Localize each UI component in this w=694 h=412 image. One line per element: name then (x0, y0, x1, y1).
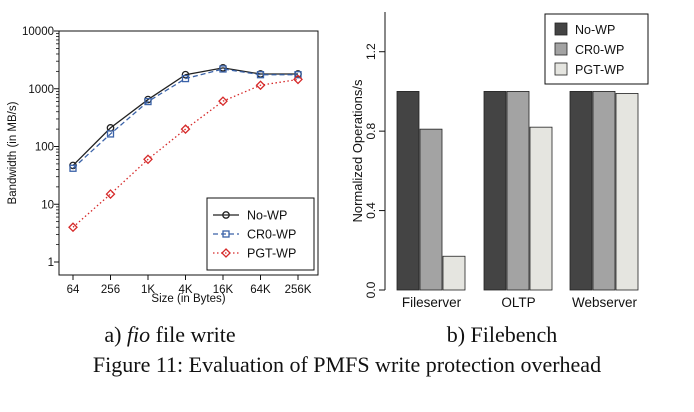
y-axis-label: Normalized Operations/s (350, 79, 365, 223)
subcaption-a: a) fio file write (104, 322, 235, 347)
legend-swatch-cr0-wp (554, 42, 568, 56)
subcaption-b: b) Filebench (447, 322, 558, 347)
legend-label: CR0-WP (247, 228, 296, 242)
bar-cr0-wp (419, 128, 443, 291)
bar-no-wp (483, 91, 507, 291)
y-tick-label: 0.0 (364, 281, 378, 298)
y-tick-label: 1.2 (364, 43, 378, 60)
x-tick-label: 256 (101, 284, 120, 296)
x-tick-label: 1K (141, 284, 155, 296)
legend-swatch-pgt-wp (554, 62, 568, 76)
data-point-cr0-wp (106, 130, 115, 138)
legend-marker-pgt-wp (221, 248, 231, 258)
x-tick-label: Fileserver (402, 295, 462, 310)
y-tick-label: 100 (35, 142, 54, 154)
plot-frame (58, 30, 319, 276)
legend-swatch-no-wp (554, 22, 568, 36)
data-point-pgt-wp (143, 154, 153, 165)
x-tick-label: 64 (67, 284, 80, 296)
legend-label: CR0-WP (575, 43, 624, 57)
legend-label: No-WP (575, 23, 615, 37)
legend-label: PGT-WP (575, 63, 624, 77)
data-point-cr0-wp (144, 97, 152, 106)
x-tick-label: 256K (285, 284, 312, 296)
bar-no-wp (569, 91, 593, 291)
data-point-pgt-wp (68, 222, 78, 233)
data-point-pgt-wp (105, 189, 116, 199)
data-point-cr0-wp (219, 65, 227, 73)
x-tick-label: OLTP (501, 295, 535, 310)
x-tick-label: 16K (213, 284, 234, 296)
bar-no-wp (396, 91, 420, 291)
x-tick-label: 64K (250, 284, 271, 296)
data-point-cr0-wp (256, 71, 265, 79)
figure-caption: Figure 11: Evaluation of PMFS write prot… (93, 352, 601, 377)
y-tick-label: 10 (41, 199, 54, 211)
y-axis-label: Bandwidth (in MB/s) (7, 101, 19, 204)
series-line-no-wp (72, 67, 298, 166)
data-point-pgt-wp (218, 96, 228, 107)
bar-pgt-wp (529, 126, 553, 291)
y-tick-label: 0.8 (364, 122, 378, 139)
filebench-bar-chart: 0.0 0.4 0.8 1.2 Normalized Operations/s Files… (350, 12, 649, 310)
data-point-pgt-wp (255, 80, 266, 91)
y-tick-label: 1000 (28, 84, 54, 96)
bar-pgt-wp (442, 255, 466, 291)
x-tick-label: 4K (178, 284, 192, 296)
y-tick-label: 1 (48, 257, 54, 269)
data-point-cr0-wp (69, 164, 77, 172)
x-axis-label: Size (in Bytes) (151, 293, 225, 305)
data-point-cr0-wp (181, 74, 190, 83)
y-tick-label: 0.4 (364, 202, 378, 219)
data-point-cr0-wp (294, 71, 302, 79)
data-point-pgt-wp (293, 74, 303, 85)
fio-line-chart: 1 10 100 1000 10000 64 256 1K 4K 16K 64K 256K Size (… (7, 26, 319, 305)
legend-marker-cr0-wp (222, 230, 230, 238)
bar-cr0-wp (506, 91, 530, 291)
y-tick-label: 10000 (22, 26, 54, 38)
series-line-pgt-wp (72, 78, 299, 228)
legend-marker-no-wp (222, 211, 230, 219)
data-point-pgt-wp (180, 124, 191, 135)
series-line-cr0-wp (72, 68, 298, 169)
legend-label: No-WP (247, 209, 287, 223)
legend-label: PGT-WP (247, 247, 296, 261)
bar-pgt-wp (615, 93, 639, 291)
bar-cr0-wp (592, 91, 616, 291)
x-tick-label: Webserver (572, 295, 638, 310)
